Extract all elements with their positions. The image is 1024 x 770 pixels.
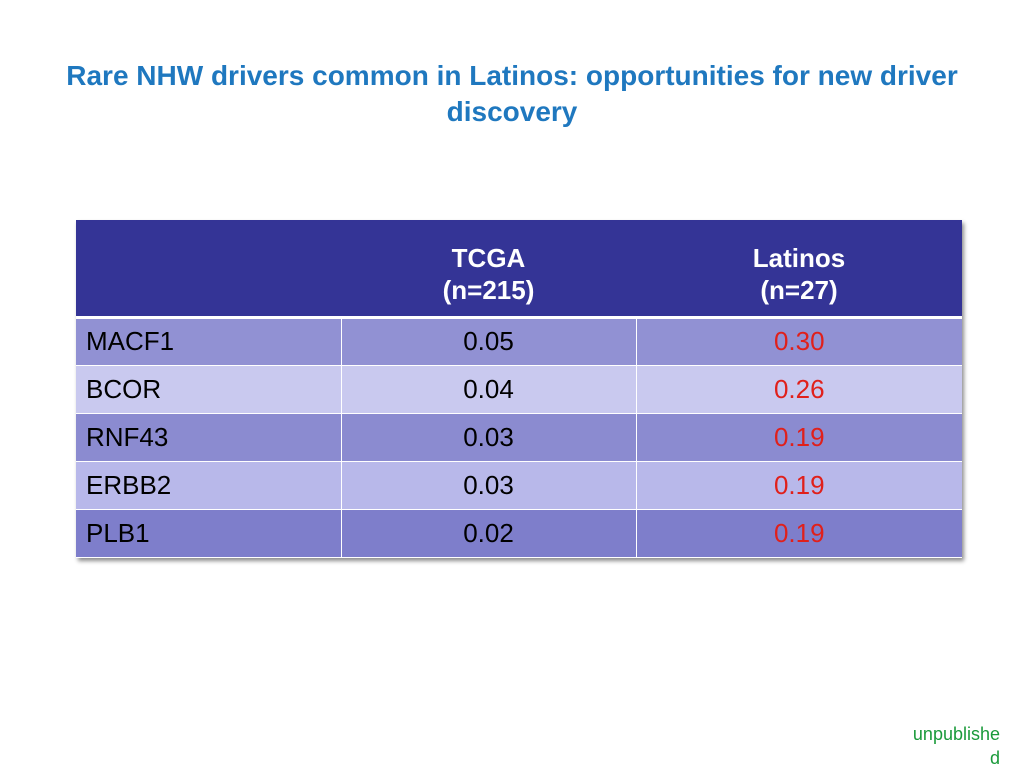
- header-latinos-line2: (n=27): [760, 275, 838, 305]
- latinos-frequency-cell: 0.19: [636, 509, 962, 558]
- latinos-frequency-cell: 0.19: [636, 413, 962, 462]
- footnote-line2: d: [989, 748, 1000, 768]
- tcga-frequency-cell: 0.03: [341, 413, 637, 462]
- table-header-row: TCGA (n=215) Latinos (n=27): [76, 220, 962, 319]
- gene-cell: PLB1: [76, 509, 342, 558]
- drivers-table: TCGA (n=215) Latinos (n=27) MACF1 0.05 0…: [76, 220, 962, 558]
- gene-cell: BCOR: [76, 365, 342, 414]
- slide-title: Rare NHW drivers common in Latinos: oppo…: [66, 60, 958, 127]
- tcga-frequency-cell: 0.03: [341, 461, 637, 510]
- table-row: PLB1 0.02 0.19: [76, 509, 962, 558]
- tcga-frequency-cell: 0.05: [341, 317, 637, 366]
- header-tcga-line2: (n=215): [442, 275, 535, 305]
- drivers-table-container: TCGA (n=215) Latinos (n=27) MACF1 0.05 0…: [76, 220, 962, 558]
- tcga-frequency-cell: 0.02: [341, 509, 637, 558]
- table-row: MACF1 0.05 0.30: [76, 317, 962, 366]
- latinos-frequency-cell: 0.26: [636, 365, 962, 414]
- table-row: ERBB2 0.03 0.19: [76, 461, 962, 510]
- latinos-frequency-cell: 0.19: [636, 461, 962, 510]
- header-gene: [76, 220, 341, 319]
- footnote-line1: unpublishe: [912, 724, 1000, 744]
- header-latinos: Latinos (n=27): [636, 220, 962, 319]
- unpublished-footnote: unpublishe d: [880, 722, 1000, 770]
- header-tcga-line1: TCGA: [451, 243, 526, 273]
- header-tcga: TCGA (n=215): [341, 220, 636, 319]
- table-row: RNF43 0.03 0.19: [76, 413, 962, 462]
- gene-cell: MACF1: [76, 317, 342, 366]
- latinos-frequency-cell: 0.30: [636, 317, 962, 366]
- table-row: BCOR 0.04 0.26: [76, 365, 962, 414]
- gene-cell: RNF43: [76, 413, 342, 462]
- gene-cell: ERBB2: [76, 461, 342, 510]
- header-latinos-line1: Latinos: [752, 243, 846, 273]
- tcga-frequency-cell: 0.04: [341, 365, 637, 414]
